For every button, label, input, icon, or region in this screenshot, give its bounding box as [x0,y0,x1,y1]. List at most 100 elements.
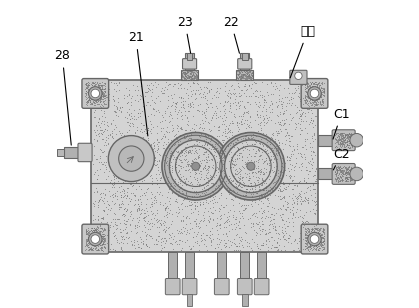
Point [292,125,299,130]
Point [90,201,96,206]
Point [143,131,150,136]
Point [135,111,142,116]
Point [160,164,167,169]
Point [257,102,264,107]
Point [186,144,193,149]
Point [221,108,228,113]
Point [320,89,327,94]
Point [82,248,89,253]
Point [228,158,235,163]
Point [205,146,212,151]
Point [257,228,264,233]
Point [225,155,232,160]
Point [317,226,324,231]
Point [340,142,347,147]
Point [205,193,212,198]
Point [186,75,192,80]
Point [341,179,348,184]
Point [284,100,290,105]
Point [304,200,311,205]
Point [308,157,315,162]
Point [299,95,306,100]
Point [308,86,315,91]
Point [191,202,198,207]
Point [86,247,93,252]
Point [151,156,158,161]
Point [167,241,174,246]
Point [98,239,105,244]
Point [199,108,205,113]
Point [146,149,153,154]
Point [116,88,122,93]
Point [235,75,242,80]
Point [238,184,244,189]
Point [214,241,221,246]
Point [307,80,314,85]
Point [264,89,271,94]
Point [264,208,271,213]
Point [193,187,199,192]
Point [129,217,136,222]
Point [313,114,320,119]
Point [163,173,169,178]
Point [313,228,320,233]
Point [249,76,256,81]
Point [303,241,309,246]
Point [191,73,198,78]
Point [189,77,195,82]
Point [204,182,210,187]
Point [163,237,170,242]
Point [246,177,253,182]
Point [339,176,346,181]
Point [128,229,134,233]
Point [91,227,97,232]
Point [203,180,210,185]
Point [255,157,262,162]
Point [229,147,235,152]
Point [101,187,108,192]
Point [120,233,127,238]
Point [124,194,131,199]
Point [238,156,245,161]
Point [306,93,313,98]
Point [272,179,279,184]
Point [285,133,292,138]
Point [301,243,308,248]
Point [178,172,185,177]
Point [270,237,277,242]
Point [186,135,192,140]
Point [178,160,184,165]
Point [310,89,316,94]
Point [274,247,281,252]
Point [235,129,241,134]
Point [343,174,349,179]
Point [215,166,222,171]
Point [191,121,197,126]
Point [296,208,303,213]
Point [197,158,203,163]
Point [264,176,270,181]
Point [315,248,321,253]
Point [160,221,167,225]
Point [278,160,285,165]
Point [309,233,316,238]
Point [84,91,91,96]
Point [257,156,264,161]
Point [338,141,344,146]
Point [122,140,129,145]
Text: 通孔: 通孔 [290,25,315,78]
Point [236,219,243,224]
Point [256,219,263,224]
Point [85,92,92,97]
Point [310,99,317,104]
Point [133,161,140,166]
Point [91,225,97,230]
Point [199,165,206,170]
Point [162,153,169,158]
Point [167,152,173,157]
Point [214,165,221,170]
Point [204,182,211,187]
Point [210,153,217,158]
Point [142,233,149,237]
Point [179,149,186,154]
